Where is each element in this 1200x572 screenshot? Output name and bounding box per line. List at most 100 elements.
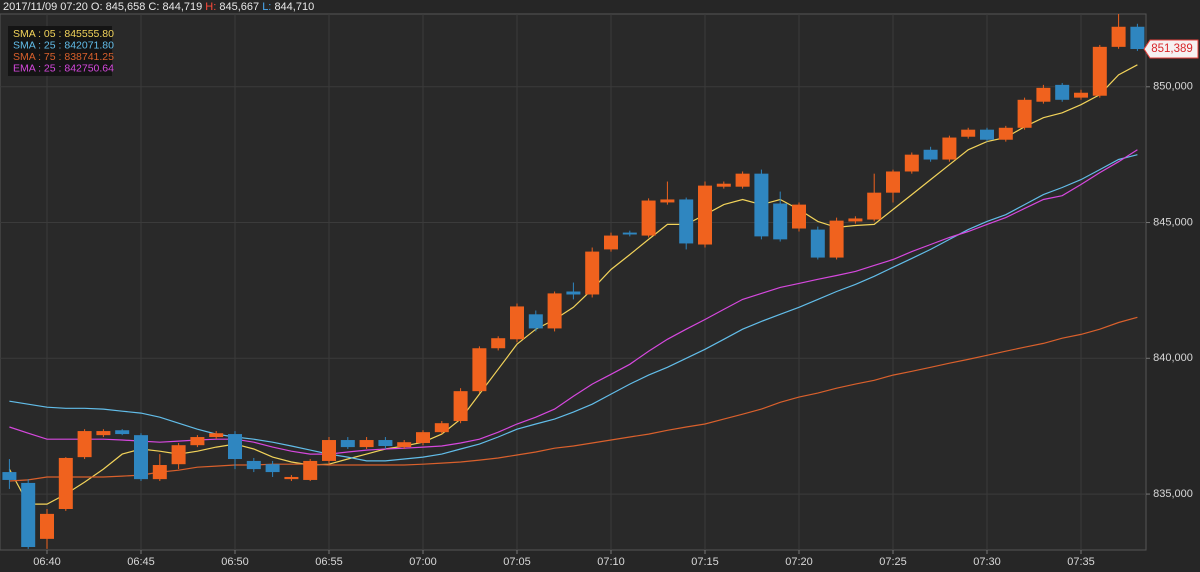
candle-body bbox=[209, 433, 224, 438]
candle-body bbox=[416, 432, 430, 444]
candle-body bbox=[21, 482, 36, 548]
candle-body bbox=[980, 129, 994, 140]
candle-body bbox=[886, 171, 900, 193]
plot-area bbox=[0, 13, 1147, 551]
x-tick-label: 06:45 bbox=[127, 556, 155, 568]
legend-entry: SMA : 25 : 842071.80 bbox=[13, 39, 114, 51]
candle-body bbox=[998, 127, 1013, 140]
legend-entry: SMA : 05 : 845555.80 bbox=[13, 28, 114, 40]
candle-body bbox=[942, 137, 957, 160]
candle-body bbox=[660, 199, 675, 203]
candle-body bbox=[340, 440, 355, 448]
header-h-label: H: bbox=[205, 1, 216, 13]
header-c-label: C: bbox=[148, 1, 159, 13]
candle-body bbox=[1111, 26, 1126, 47]
header-o-label: O: bbox=[91, 1, 103, 13]
x-tick-label: 07:30 bbox=[973, 556, 1001, 568]
candles bbox=[2, 14, 1145, 549]
candle-body bbox=[904, 154, 919, 172]
candle-body bbox=[923, 149, 938, 160]
candle-body bbox=[2, 472, 17, 480]
candle-body bbox=[134, 435, 148, 480]
candle-body bbox=[792, 204, 806, 229]
price-tag-label: 851,389 bbox=[1151, 43, 1193, 55]
grid bbox=[0, 14, 1146, 550]
candle-body bbox=[453, 391, 468, 422]
candle-body bbox=[528, 314, 543, 329]
header-l-label: L: bbox=[262, 1, 271, 13]
candle-body bbox=[359, 440, 374, 448]
candle-body bbox=[810, 229, 825, 258]
legend-box bbox=[8, 26, 112, 76]
candle-body bbox=[1092, 46, 1107, 96]
x-tick-label: 07:10 bbox=[597, 556, 625, 568]
candle-body bbox=[58, 457, 73, 509]
candle-body bbox=[246, 460, 261, 470]
candle-body bbox=[96, 431, 111, 436]
candle-body bbox=[303, 460, 318, 480]
y-tick-label: 840,000 bbox=[1153, 352, 1193, 364]
indicator-line bbox=[9, 154, 1138, 462]
x-tick-label: 06:55 bbox=[315, 556, 343, 568]
indicator-lines bbox=[8, 64, 1138, 505]
legend-entry: EMA : 25 : 842750.64 bbox=[13, 62, 114, 74]
candle-body bbox=[829, 220, 844, 258]
x-tick-label: 07:15 bbox=[691, 556, 719, 568]
candle-body bbox=[547, 293, 562, 329]
candle-body bbox=[77, 431, 92, 458]
indicator-line bbox=[8, 64, 1138, 505]
x-tick-label: 06:50 bbox=[221, 556, 249, 568]
header-o: 845,658 bbox=[106, 1, 146, 13]
y-tick-label: 835,000 bbox=[1153, 488, 1193, 500]
header-datetime: 2017/11/09 07:20 bbox=[3, 1, 88, 13]
candle-body bbox=[115, 430, 130, 435]
x-tick-label: 07:35 bbox=[1067, 556, 1095, 568]
indicator-line bbox=[9, 316, 1138, 482]
candle-body bbox=[171, 445, 186, 465]
candle-body bbox=[1074, 92, 1088, 98]
header-c: 844,719 bbox=[162, 1, 202, 13]
y-tick-label: 845,000 bbox=[1153, 216, 1193, 228]
header: 2017/11/09 07:20 O: 845,658 C: 844,719 H… bbox=[3, 1, 314, 13]
candle-body bbox=[848, 218, 863, 222]
candle-body bbox=[566, 291, 581, 295]
x-tick-label: 06:40 bbox=[33, 556, 61, 568]
candle-body bbox=[735, 173, 750, 187]
candle-body bbox=[491, 338, 506, 349]
candle-body bbox=[679, 199, 694, 244]
candle-body bbox=[867, 192, 882, 220]
candle-body bbox=[510, 306, 524, 340]
legend-entry: SMA : 75 : 838741.25 bbox=[13, 51, 114, 63]
candle-body bbox=[585, 251, 600, 295]
candle-body bbox=[40, 513, 54, 539]
candle-body bbox=[434, 423, 449, 433]
candle-body bbox=[754, 173, 769, 237]
candle-body bbox=[1036, 87, 1051, 102]
candle-body bbox=[773, 203, 788, 240]
x-tick-label: 07:05 bbox=[503, 556, 531, 568]
price-tag-box bbox=[1143, 39, 1199, 59]
candle-body bbox=[284, 476, 299, 480]
candle-body bbox=[228, 434, 242, 460]
y-tick-label: 850,000 bbox=[1153, 81, 1193, 93]
candle-body bbox=[472, 348, 487, 392]
candle-body bbox=[1017, 99, 1032, 128]
candle-body bbox=[152, 465, 167, 480]
price-tag: 851,389 bbox=[1143, 39, 1199, 59]
candle-body bbox=[961, 129, 976, 137]
candle-body bbox=[641, 200, 656, 236]
x-tick-label: 07:00 bbox=[409, 556, 437, 568]
axes: 835,000 840,000 845,000 850,000 06:40 06:45 06… bbox=[33, 81, 1193, 568]
candle-body bbox=[397, 442, 412, 448]
x-tick-label: 07:20 bbox=[785, 556, 813, 568]
header-h: 845,667 bbox=[219, 1, 259, 13]
candle-body bbox=[716, 183, 731, 187]
x-tick-label: 07:25 bbox=[879, 556, 907, 568]
candle-body bbox=[265, 464, 280, 473]
candle-body bbox=[322, 440, 336, 461]
candle-body bbox=[622, 232, 637, 235]
candle-body bbox=[604, 235, 618, 250]
candle-body bbox=[1055, 84, 1070, 100]
